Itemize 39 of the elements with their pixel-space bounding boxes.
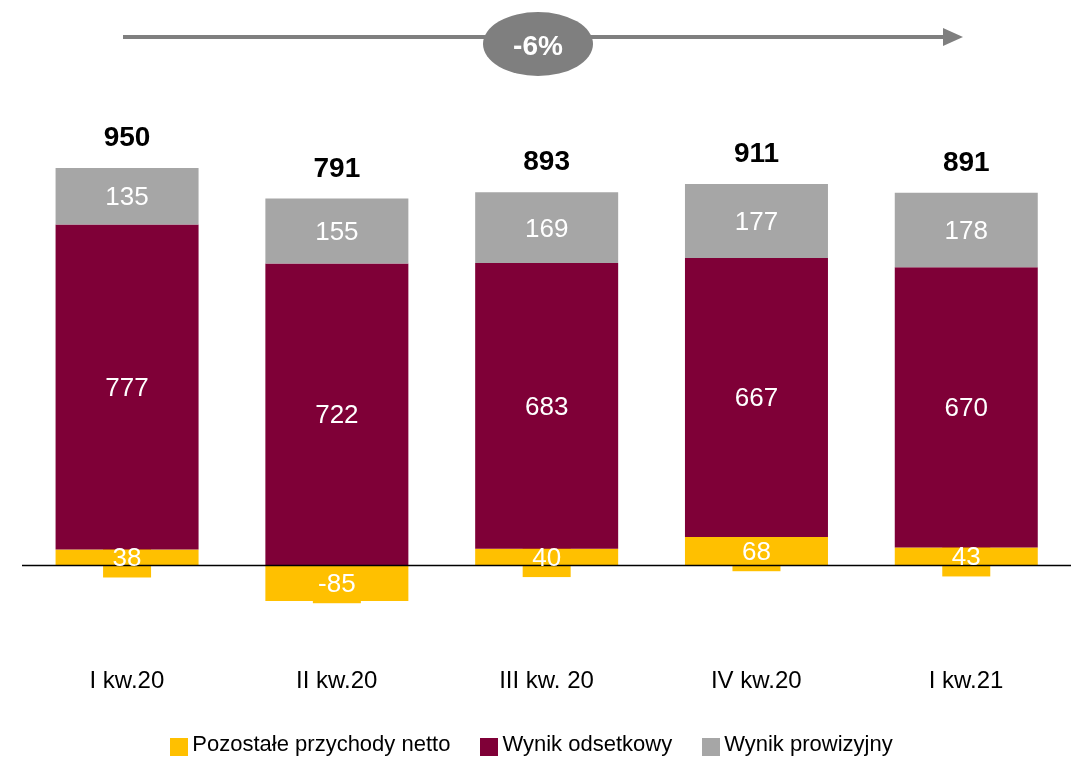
data-label: 40 [532, 542, 562, 573]
data-label: 777 [105, 372, 149, 403]
data-label: 667 [734, 382, 779, 413]
data-label: 178 [944, 214, 988, 245]
data-label: 135 [105, 181, 149, 212]
bar [894, 192, 1038, 268]
x-tick-label: II kw.20 [296, 666, 378, 694]
x-tick-label: III kw. 20 [499, 666, 594, 694]
bar [265, 263, 409, 566]
x-tick-label: IV kw.20 [710, 666, 802, 694]
data-label: 68 [742, 536, 771, 567]
total-label: 891 [942, 145, 990, 177]
legend-label: Wynik odsetkowy [502, 731, 673, 756]
bar [55, 224, 199, 550]
bar [684, 257, 828, 537]
total-label: 950 [103, 121, 151, 152]
bar [475, 192, 619, 263]
data-label: 38 [112, 542, 142, 573]
bar [55, 168, 199, 225]
data-label: 155 [315, 215, 359, 246]
legend-label: Wynik prowizyjny [724, 731, 893, 756]
total-label: 893 [523, 145, 571, 177]
x-tick-label: I kw.21 [928, 666, 1004, 694]
bar [265, 198, 409, 264]
text: -6% [513, 29, 563, 61]
data-label: 169 [524, 212, 569, 243]
x-tick-label: I kw.20 [89, 666, 165, 694]
total-label: 911 [733, 136, 780, 168]
data-label: 43 [951, 541, 981, 572]
total-label: 791 [313, 151, 361, 183]
bar [684, 183, 828, 258]
data-label: 177 [734, 205, 779, 236]
data-label: 670 [944, 392, 988, 423]
bar [894, 267, 1038, 548]
bar [475, 262, 619, 549]
data-label: 683 [524, 390, 569, 421]
legend-label: Pozostałe przychody netto [192, 731, 451, 756]
data-label: 722 [315, 399, 359, 430]
data-label: -85 [318, 568, 356, 599]
